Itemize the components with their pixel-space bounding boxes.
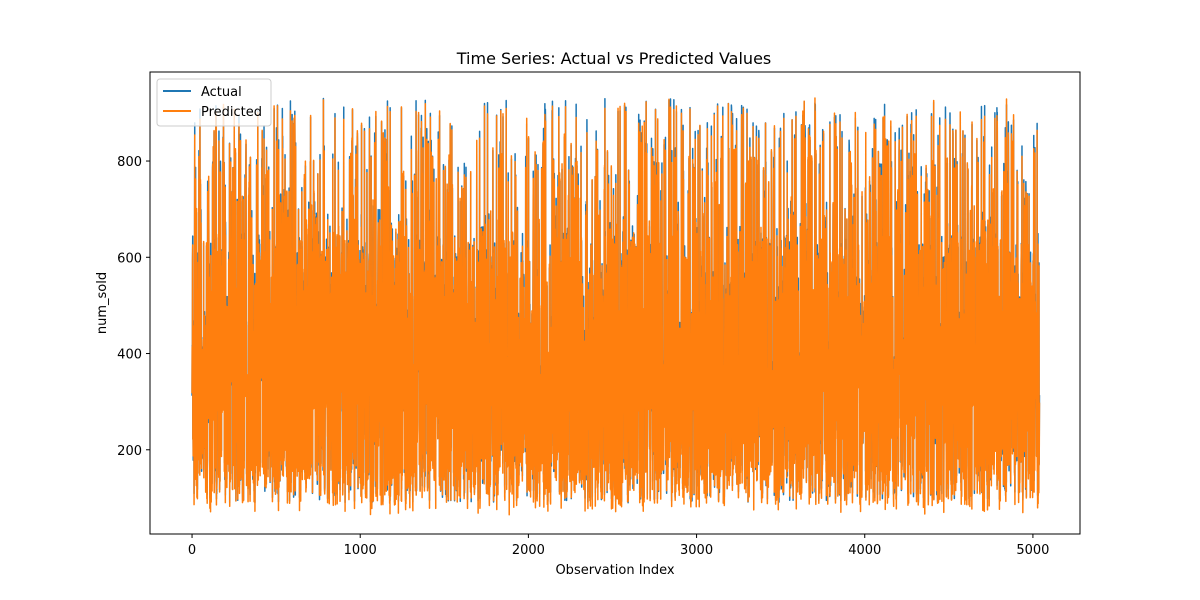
y-axis: 200 400 600 800 (117, 155, 150, 459)
legend-label-actual: Actual (201, 85, 242, 100)
x-tick-label: 1000 (344, 543, 377, 558)
x-tick-label: 3000 (680, 543, 713, 558)
legend-label-predicted: Predicted (201, 105, 262, 120)
legend: Actual Predicted (156, 78, 272, 127)
series-layer (191, 97, 1041, 516)
y-tick-label: 200 (117, 444, 142, 459)
chart-title: Time Series: Actual vs Predicted Values (456, 49, 772, 68)
y-tick-label: 400 (117, 348, 142, 363)
x-tick-label: 2000 (512, 543, 545, 558)
x-tick-label: 4000 (848, 543, 881, 558)
y-axis-title: num_sold (95, 272, 110, 334)
y-tick-label: 800 (117, 155, 142, 170)
y-tick-label: 600 (117, 251, 142, 266)
x-axis: 0 1000 2000 3000 4000 5000 (188, 534, 1049, 558)
plot-area-frame (149, 71, 1081, 535)
series-line-predicted (191, 97, 1041, 516)
x-tick-label: 0 (188, 543, 196, 558)
x-axis-title: Observation Index (555, 563, 674, 578)
x-tick-label: 5000 (1016, 543, 1049, 558)
